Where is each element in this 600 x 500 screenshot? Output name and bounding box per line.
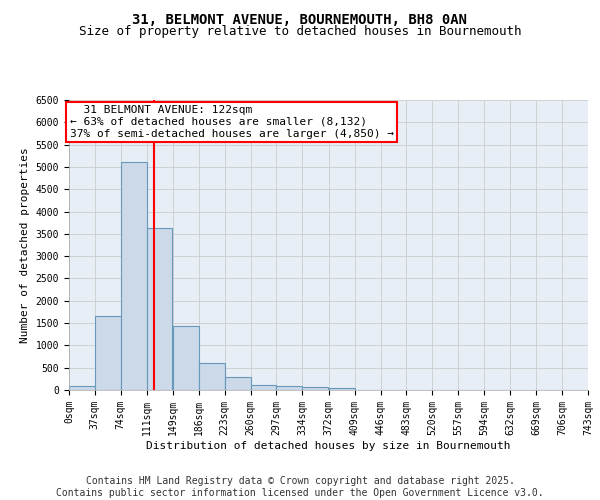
Text: Size of property relative to detached houses in Bournemouth: Size of property relative to detached ho… (79, 25, 521, 38)
Bar (146, 228, 172, 390)
Bar (251, 384, 277, 390)
Bar (199, 363, 225, 390)
Text: Contains HM Land Registry data © Crown copyright and database right 2025.
Contai: Contains HM Land Registry data © Crown c… (56, 476, 544, 498)
Bar (329, 388, 355, 390)
Bar (277, 386, 302, 390)
Bar (225, 376, 251, 390)
Bar (69, 386, 95, 390)
Bar (173, 326, 199, 390)
Bar (95, 316, 121, 390)
Text: 31 BELMONT AVENUE: 122sqm  
← 63% of detached houses are smaller (8,132)
37% of : 31 BELMONT AVENUE: 122sqm ← 63% of detac… (70, 106, 394, 138)
Text: 31, BELMONT AVENUE, BOURNEMOUTH, BH8 0AN: 31, BELMONT AVENUE, BOURNEMOUTH, BH8 0AN (133, 12, 467, 26)
Bar (121, 162, 146, 390)
Bar (302, 388, 328, 390)
X-axis label: Distribution of detached houses by size in Bournemouth: Distribution of detached houses by size … (146, 440, 511, 450)
Y-axis label: Number of detached properties: Number of detached properties (20, 147, 30, 343)
